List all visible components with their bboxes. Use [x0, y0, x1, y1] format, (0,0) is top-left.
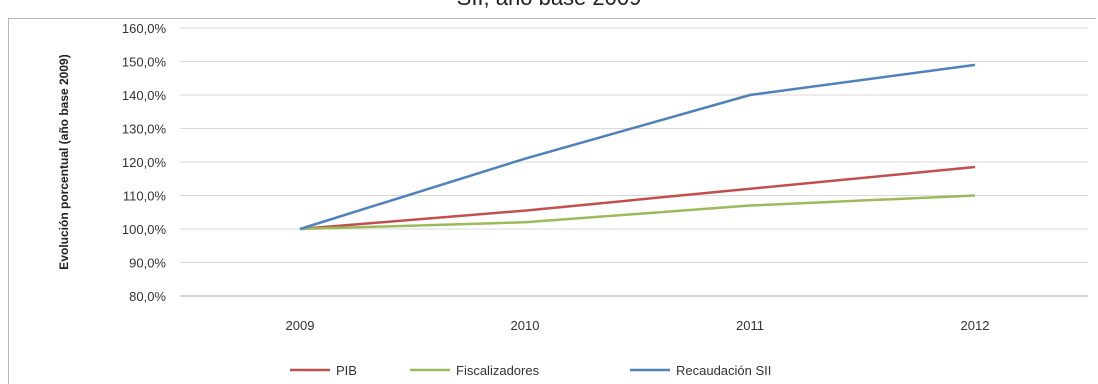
y-tick-label: 140,0%	[122, 88, 167, 103]
series-lines	[299, 63, 976, 231]
y-tick-label: 110,0%	[123, 189, 167, 204]
y-tick-label: 160,0%	[122, 21, 167, 36]
x-tick-labels: 2009 2010 2011 2012	[286, 318, 990, 333]
chart-frame	[8, 18, 1096, 384]
series-line	[299, 194, 976, 231]
x-tick-label: 2011	[736, 318, 764, 333]
y-tick-label: 130,0%	[122, 122, 167, 137]
legend-label: PIB	[336, 363, 357, 378]
y-tick-label: 120,0%	[122, 155, 167, 170]
y-tick-label: 150,0%	[122, 55, 167, 70]
x-tick-label: 2010	[511, 318, 540, 333]
y-tick-labels: 80,0% 90,0% 100,0% 110,0% 120,0% 130,0% 140,0%…	[122, 21, 167, 304]
y-tick-label: 90,0%	[129, 256, 166, 271]
series-line	[299, 63, 976, 231]
y-tick-label: 80,0%	[129, 289, 166, 304]
legend: PIB Fiscalizadores Recaudación SII	[290, 363, 771, 378]
y-tick-label: 100,0%	[122, 222, 167, 237]
chart-title: SII, año base 2009	[457, 0, 642, 10]
chart-title-clipped: SII, año base 2009	[0, 0, 1098, 18]
series-line	[299, 165, 976, 231]
x-tick-label: 2009	[286, 318, 315, 333]
y-axis-label: Evolución porcentual (año base 2009)	[57, 54, 71, 269]
legend-label: Recaudación SII	[676, 363, 771, 378]
legend-label: Fiscalizadores	[456, 363, 540, 378]
x-tick-label: 2012	[961, 318, 990, 333]
